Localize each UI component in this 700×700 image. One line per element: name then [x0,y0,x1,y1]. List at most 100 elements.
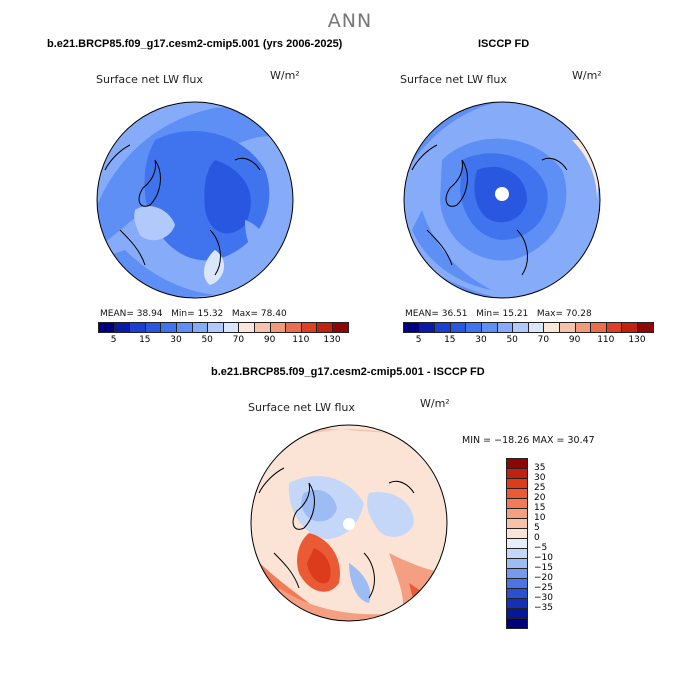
colorbar-tick-label: 110 [597,335,615,345]
colorbar-tick-label: 90 [263,335,276,345]
model-mean-label: MEAN= [100,309,134,319]
diff-panel-title: b.e21.BRCP85.f09_g17.cesm2-cmip5.001 - I… [211,366,485,378]
colorbar-swatch [621,322,638,333]
colorbar-tick-label: 110 [292,335,310,345]
colorbar-swatch [175,322,193,333]
colorbar-tick-label: 50 [506,335,518,345]
colorbar-swatch [129,322,146,333]
obs-colorbar-labels: 5 15 30 50 70 90 110 130 [403,333,653,347]
model-max-label: Max= [231,309,259,319]
obs-colorbar-swatches [403,322,654,333]
colorbar-tick-label: 20 [534,493,546,503]
colorbar-tick-label: −30 [534,593,553,603]
colorbar-swatch [331,322,349,333]
colorbar-tick-label: 5 [415,335,422,345]
colorbar-swatch [496,322,514,333]
colorbar-tick-label: 30 [475,335,487,345]
diff-variable-label: Surface net LW flux [248,401,355,414]
colorbar-swatch [113,322,131,333]
colorbar-swatch [285,322,302,333]
model-mean-value: 38.94 [136,309,163,319]
obs-polar-map [402,100,602,300]
colorbar-swatch [269,322,287,333]
obs-max-value: 70.28 [565,309,592,319]
colorbar-tick-label: −5 [534,543,548,553]
model-panel-title: b.e21.BRCP85.f09_g17.cesm2-cmip5.001 (yr… [47,38,343,50]
colorbar-tick-label: 15 [534,503,546,513]
obs-stats: MEAN= 36.51 Min= 15.21 Max= 70.28 [405,309,592,319]
colorbar-swatch [506,618,528,629]
diff-minmax: MIN = −18.26 MAX = 30.47 [462,435,595,446]
colorbar-tick-label: 35 [534,463,546,473]
colorbar-tick-label: 90 [568,335,581,345]
obs-mean-value: 36.51 [441,309,468,319]
colorbar-tick-label: −35 [534,603,553,613]
model-colorbar-labels: 5 15 30 50 70 90 110 130 [98,333,348,347]
colorbar-tick-label: 15 [444,335,456,345]
model-min-label: Min= [171,309,195,319]
model-max-value: 78.40 [260,309,287,319]
colorbar-tick-label: −20 [534,573,553,583]
season-title: ANN [327,10,373,32]
colorbar-tick-label: 5 [534,523,540,533]
colorbar-swatch [512,322,529,333]
colorbar-tick-label: 25 [534,483,546,493]
colorbar-swatch [605,322,623,333]
colorbar-tick-label: 70 [232,335,245,345]
colorbar-tick-label: 130 [323,335,341,345]
colorbar-swatch [191,322,209,333]
colorbar-tick-label: 50 [201,335,213,345]
obs-units-label: W/m² [572,69,602,82]
colorbar-swatch [144,322,162,333]
colorbar-swatch [222,322,240,333]
colorbar-swatch [558,322,576,333]
colorbar-swatch [480,322,498,333]
colorbar-swatch [636,322,654,333]
colorbar-tick-label: 30 [170,335,182,345]
colorbar-tick-label: 30 [534,473,546,483]
model-colorbar: 5 15 30 50 70 90 110 130 [98,322,349,347]
colorbar-tick-label: 10 [534,513,546,523]
colorbar-swatch [160,322,177,333]
obs-panel-title: ISCCP FD [478,38,530,50]
obs-min-label: Min= [476,309,500,319]
colorbar-swatch [527,322,545,333]
colorbar-swatch [434,322,451,333]
model-min-value: 15.32 [197,309,224,319]
colorbar-tick-label: 70 [537,335,550,345]
colorbar-swatch [449,322,467,333]
obs-min-value: 15.21 [502,309,529,319]
obs-variable-label: Surface net LW flux [400,73,507,86]
diff-colorbar-labels: 35 30 25 20 15 10 5 0 −5 −10 −15 −20 −25 −30 −35 [534,458,574,638]
colorbar-swatch [574,322,592,333]
model-polar-map [95,100,295,300]
diff-colorbar [506,458,528,629]
colorbar-swatch [238,322,255,333]
obs-max-label: Max= [536,309,564,319]
colorbar-swatch [300,322,318,333]
colorbar-swatch [418,322,436,333]
colorbar-swatch [207,322,224,333]
colorbar-swatch [316,322,333,333]
model-variable-label: Surface net LW flux [96,73,203,86]
diff-colorbar-swatches [506,458,528,629]
colorbar-tick-label: 0 [534,533,540,543]
colorbar-tick-label: 5 [110,335,117,345]
model-units-label: W/m² [270,69,300,82]
model-stats: MEAN= 38.94 Min= 15.32 Max= 78.40 [100,309,287,319]
colorbar-tick-label: −25 [534,583,553,593]
colorbar-tick-label: 130 [628,335,646,345]
colorbar-swatch [590,322,607,333]
diff-polar-map [249,423,449,623]
colorbar-swatch [403,322,420,333]
diff-units-label: W/m² [420,397,450,410]
model-colorbar-swatches [98,322,349,333]
obs-mean-label: MEAN= [405,309,439,319]
colorbar-tick-label: −10 [534,553,553,563]
colorbar-swatch [253,322,271,333]
colorbar-swatch [465,322,482,333]
colorbar-swatch [98,322,115,333]
colorbar-tick-label: −15 [534,563,553,573]
obs-colorbar: 5 15 30 50 70 90 110 130 [403,322,654,347]
colorbar-swatch [543,322,560,333]
